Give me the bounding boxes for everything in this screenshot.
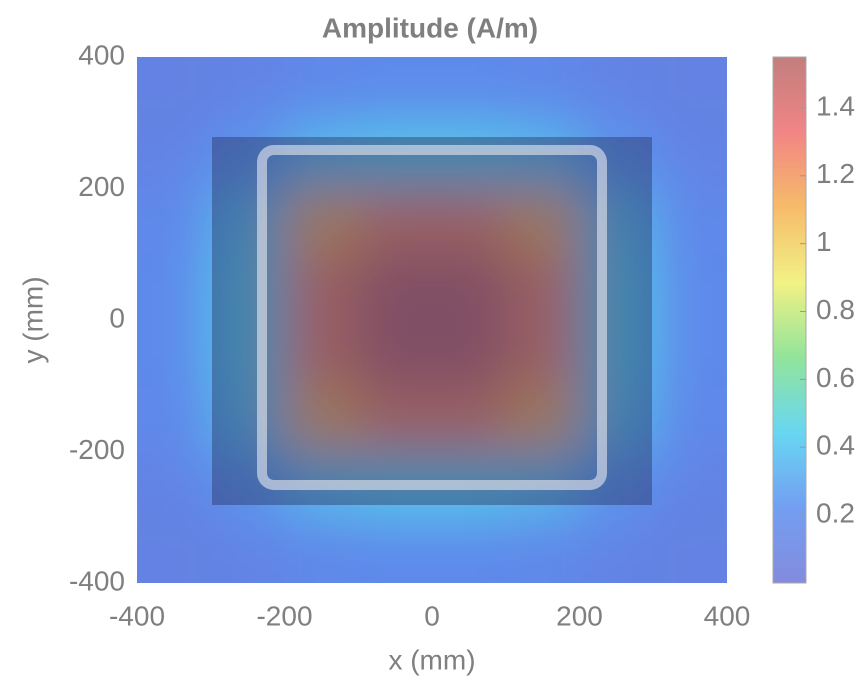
heatmap-cell — [137, 254, 212, 321]
heatmap-cell — [432, 385, 507, 452]
heatmap-cell — [358, 320, 433, 387]
heatmap-cell — [137, 517, 212, 583]
heatmap-cell — [579, 254, 654, 321]
plot-area — [137, 57, 727, 583]
heatmap-cell — [284, 188, 359, 255]
heatmap-cell — [358, 517, 433, 583]
heatmap-cell — [579, 385, 654, 452]
heatmap-cell — [210, 320, 285, 387]
heatmap-cell — [358, 57, 433, 124]
heatmap-cell — [358, 122, 433, 189]
heatmap-cell — [284, 517, 359, 583]
heatmap-cell — [653, 188, 727, 255]
heatmap-cell — [284, 122, 359, 189]
x-tick-label: 400 — [704, 600, 751, 631]
heatmap-cell — [137, 320, 212, 387]
colorbar-tick-label: 0.2 — [816, 498, 855, 529]
heatmap-cell — [284, 385, 359, 452]
heatmap-cell — [653, 254, 727, 321]
heatmap-cell — [653, 517, 727, 583]
heatmap-cell — [137, 451, 212, 518]
colorbar-tick-label: 0.6 — [816, 362, 855, 393]
colorbar-tick-label: 1 — [816, 226, 832, 257]
heatmap-cell — [210, 517, 285, 583]
x-axis-label: x (mm) — [388, 644, 475, 675]
heatmap-cell — [579, 188, 654, 255]
heatmap-cell — [432, 188, 507, 255]
heatmap-cell — [137, 188, 212, 255]
heatmap-cell — [284, 57, 359, 124]
heatmap-cell — [653, 451, 727, 518]
heatmap-cell — [579, 320, 654, 387]
x-tick-label: -200 — [256, 600, 312, 631]
heatmap-cell — [210, 57, 285, 124]
y-tick-label: 200 — [78, 171, 125, 202]
heatmap-cell — [579, 57, 654, 124]
colorbar-tick-label: 1.2 — [816, 158, 855, 189]
heatmap-cell — [505, 57, 580, 124]
heatmap-cell — [505, 385, 580, 452]
heatmap-cell — [432, 254, 507, 321]
heatmap-cell — [358, 385, 433, 452]
heatmap-cell — [432, 57, 507, 124]
y-tick-label: -200 — [69, 434, 125, 465]
heatmap-cell — [505, 122, 580, 189]
heatmap-cell — [432, 122, 507, 189]
y-tick-label: -400 — [69, 565, 125, 596]
heatmap-cell — [284, 320, 359, 387]
colorbar — [772, 56, 807, 584]
heatmap-cell — [653, 320, 727, 387]
heatmap-cell — [284, 254, 359, 321]
heatmap-cell — [505, 517, 580, 583]
colorbar-tick-label: 1.4 — [816, 90, 855, 121]
heatmap-cell — [137, 122, 212, 189]
photo-backdrop — [212, 137, 652, 505]
colorbar-tick-label: 0.4 — [816, 430, 855, 461]
heatmap-cell — [432, 320, 507, 387]
heatmap-cell — [505, 254, 580, 321]
heatmap-cell — [358, 188, 433, 255]
heatmap-cell — [579, 517, 654, 583]
heatmap-cell — [432, 517, 507, 583]
heatmap-cell — [505, 188, 580, 255]
heatmap-cell — [137, 57, 212, 124]
heatmap-cell — [137, 385, 212, 452]
coil-frame — [257, 145, 607, 490]
y-tick-label: 0 — [109, 302, 125, 333]
heatmap-cell — [210, 188, 285, 255]
x-tick-label: -400 — [109, 600, 165, 631]
heatmap-cell — [358, 254, 433, 321]
y-axis-label: y (mm) — [17, 276, 48, 363]
heatmap-cell — [505, 320, 580, 387]
heatmap-cell — [210, 122, 285, 189]
heatmap-cell — [579, 122, 654, 189]
heatmap-cell — [210, 385, 285, 452]
colorbar-tick-label: 0.8 — [816, 294, 855, 325]
heatmap-cell — [210, 254, 285, 321]
x-tick-label: 0 — [424, 600, 440, 631]
x-tick-label: 200 — [556, 600, 603, 631]
y-tick-label: 400 — [78, 39, 125, 70]
chart-title: Amplitude (A/m) — [322, 12, 538, 43]
heatmap-cell — [653, 385, 727, 452]
heatmap-cell — [653, 57, 727, 124]
heatmap — [137, 57, 727, 583]
heatmap-cell — [653, 122, 727, 189]
